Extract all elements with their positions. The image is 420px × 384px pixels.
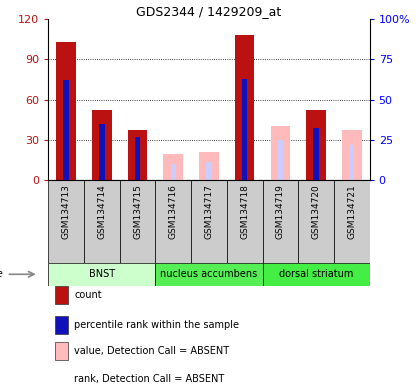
Bar — [155, 263, 262, 286]
Bar — [56, 42, 76, 180]
Text: GSM134716: GSM134716 — [169, 184, 178, 239]
Bar — [313, 129, 319, 180]
Bar — [55, 286, 68, 304]
Text: BNST: BNST — [89, 269, 115, 279]
Text: GSM134718: GSM134718 — [240, 184, 249, 239]
Bar — [206, 162, 212, 180]
Bar — [191, 180, 227, 263]
Text: GSM134717: GSM134717 — [205, 184, 213, 239]
Text: percentile rank within the sample: percentile rank within the sample — [74, 319, 239, 330]
Bar — [242, 79, 247, 180]
Bar — [48, 263, 155, 286]
Bar — [171, 164, 176, 180]
Bar — [92, 110, 112, 180]
Text: rank, Detection Call = ABSENT: rank, Detection Call = ABSENT — [74, 374, 224, 384]
Text: count: count — [74, 290, 102, 300]
Text: GSM134719: GSM134719 — [276, 184, 285, 239]
Bar — [306, 110, 326, 180]
Bar — [55, 316, 68, 334]
Text: tissue: tissue — [0, 269, 3, 279]
Text: GSM134714: GSM134714 — [97, 184, 106, 239]
Text: value, Detection Call = ABSENT: value, Detection Call = ABSENT — [74, 346, 229, 356]
Bar — [99, 124, 105, 180]
Bar — [135, 137, 140, 180]
Bar — [55, 342, 68, 360]
Text: GSM134715: GSM134715 — [133, 184, 142, 239]
Bar — [199, 152, 219, 180]
Bar — [334, 180, 370, 263]
Text: dorsal striatum: dorsal striatum — [279, 269, 353, 279]
Text: GSM134720: GSM134720 — [312, 184, 320, 239]
Text: GSM134713: GSM134713 — [62, 184, 71, 239]
Bar — [298, 180, 334, 263]
Bar — [349, 144, 354, 180]
Bar — [155, 180, 191, 263]
Bar — [227, 180, 262, 263]
Bar — [262, 263, 370, 286]
Bar — [342, 130, 362, 180]
Bar — [278, 140, 283, 180]
Bar — [270, 126, 290, 180]
Bar — [120, 180, 155, 263]
Title: GDS2344 / 1429209_at: GDS2344 / 1429209_at — [136, 5, 281, 18]
Text: GSM134721: GSM134721 — [347, 184, 356, 239]
Text: nucleus accumbens: nucleus accumbens — [160, 269, 257, 279]
Bar — [163, 154, 183, 180]
Bar — [128, 130, 147, 180]
Bar — [55, 370, 68, 384]
Bar — [48, 180, 84, 263]
Bar — [84, 180, 120, 263]
Bar — [262, 180, 298, 263]
Bar — [235, 35, 255, 180]
Bar — [63, 80, 69, 180]
